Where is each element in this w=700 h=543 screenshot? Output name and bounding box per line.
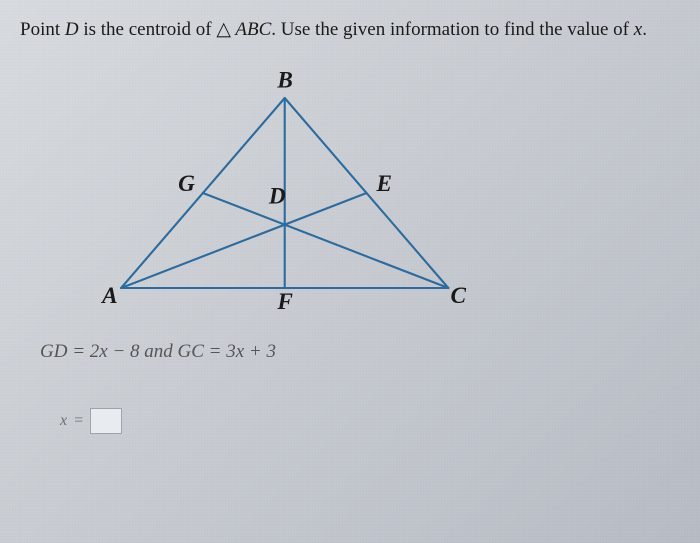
- given-mid: and: [140, 341, 178, 362]
- svg-text:E: E: [376, 171, 393, 197]
- answer-input[interactable]: [90, 408, 122, 434]
- diagram-svg: A B C G E F D: [100, 63, 480, 323]
- q-suffix: . Use the given information to find the …: [271, 19, 634, 40]
- q-period: .: [642, 19, 647, 40]
- q-point: D: [65, 19, 79, 40]
- svg-text:G: G: [178, 171, 195, 197]
- given-prefix: GD =: [40, 341, 90, 362]
- triangle-name: ABC: [231, 19, 271, 40]
- given-expr2: 3x + 3: [226, 341, 276, 362]
- given-info: GD = 2x − 8 and GC = 3x + 3: [40, 341, 680, 363]
- given-gc: GC =: [178, 341, 227, 362]
- answer-row: x =: [60, 408, 680, 434]
- triangle-diagram: A B C G E F D: [100, 63, 480, 323]
- svg-text:B: B: [276, 67, 293, 93]
- q-prefix: Point: [20, 19, 65, 40]
- question-text: Point D is the centroid of △ ABC. Use th…: [20, 18, 680, 41]
- answer-equals: =: [73, 412, 84, 430]
- svg-text:A: A: [100, 283, 118, 309]
- answer-var: x: [60, 412, 67, 430]
- given-expr1: 2x − 8: [90, 341, 140, 362]
- q-mid1: is the centroid of: [79, 19, 217, 40]
- q-var: x: [634, 19, 642, 40]
- svg-text:D: D: [268, 184, 286, 210]
- svg-text:F: F: [276, 289, 293, 315]
- triangle-symbol: △: [216, 19, 231, 40]
- svg-text:C: C: [450, 283, 466, 309]
